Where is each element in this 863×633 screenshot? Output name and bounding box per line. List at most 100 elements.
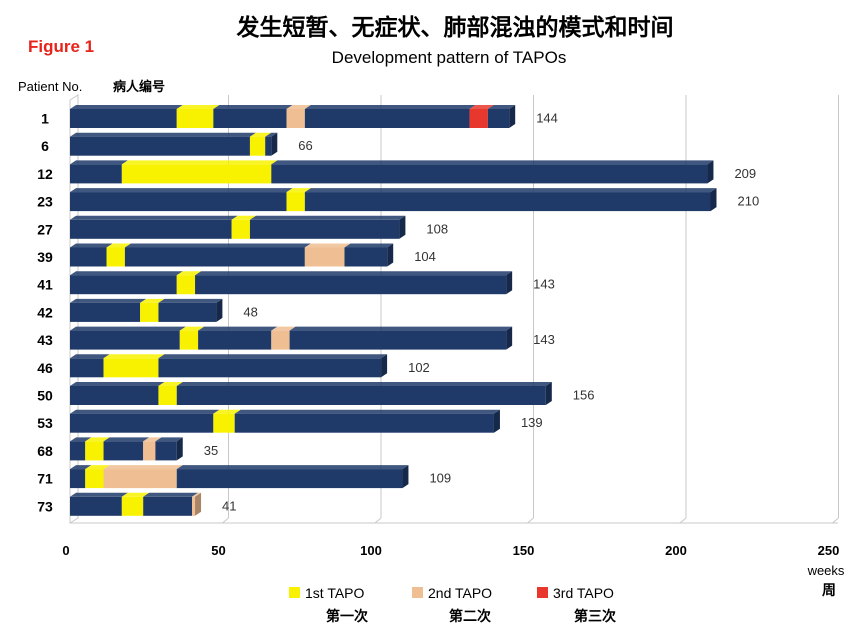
bar-segment-top-tapo2 bbox=[271, 326, 296, 331]
value-label: 66 bbox=[298, 138, 312, 153]
bar-segment-top-tapo2 bbox=[103, 465, 183, 470]
bar-end-cap bbox=[216, 298, 223, 322]
bar-patient-71: 71 109 bbox=[37, 465, 451, 489]
bar-segment-tapo1 bbox=[213, 413, 235, 433]
x-axis-label-cn: 周 bbox=[822, 583, 836, 599]
bar-segment-tapo1 bbox=[176, 109, 214, 128]
bar-segment-top-tapo1 bbox=[213, 409, 241, 414]
bar-segment-base bbox=[70, 164, 122, 184]
bar-segment-base bbox=[265, 136, 272, 156]
bar-segment-top-base bbox=[70, 492, 128, 497]
bar-segment-top-base bbox=[70, 132, 256, 137]
bar-segment-base bbox=[195, 275, 507, 295]
gridlines bbox=[222, 95, 839, 524]
value-label: 139 bbox=[521, 415, 543, 430]
bar-segment-tapo1 bbox=[140, 302, 159, 322]
bar-segment-top-base bbox=[158, 354, 388, 359]
bar-segment-tapo1 bbox=[286, 192, 305, 212]
patient-label: 12 bbox=[37, 166, 53, 182]
bar-segment-top-base bbox=[265, 132, 278, 137]
bar-segment-tapo1 bbox=[158, 386, 177, 405]
patient-label: 42 bbox=[37, 304, 53, 320]
bar-segment-top-base bbox=[70, 354, 110, 359]
legend: 1st TAPO 第一次 2nd TAPO 第二次 3rd TAPO 第三次 bbox=[289, 585, 616, 625]
legend-item-tapo2: 2nd TAPO 第二次 bbox=[412, 585, 492, 625]
bar-segment-tapo1 bbox=[176, 275, 196, 295]
bar-segment-top-tapo1 bbox=[106, 243, 131, 248]
bar-end-cap bbox=[710, 188, 717, 212]
bar-end-cap bbox=[509, 105, 516, 128]
x-tick-label: 250 bbox=[818, 543, 840, 558]
row-header: Patient No. bbox=[18, 79, 82, 94]
bar-segment-base bbox=[155, 441, 177, 461]
bar-segment-top-tapo2 bbox=[304, 243, 351, 248]
bar-patient-6: 6 66 bbox=[41, 132, 313, 156]
bar-patient-53: 53 139 bbox=[37, 409, 543, 433]
bar-end-cap bbox=[387, 243, 394, 267]
bar-patient-68: 68 35 bbox=[37, 437, 218, 461]
bar-segment-base bbox=[234, 413, 494, 433]
bar-segment-top-base bbox=[70, 105, 183, 109]
bar-end-cap bbox=[271, 132, 278, 156]
legend-swatch bbox=[412, 587, 423, 598]
bar-segment-base bbox=[176, 469, 403, 489]
bar-segment-top-tapo1 bbox=[158, 382, 183, 386]
value-label: 156 bbox=[573, 388, 595, 403]
bar-segment-base bbox=[103, 441, 144, 461]
value-label: 48 bbox=[243, 304, 257, 319]
patient-label: 27 bbox=[37, 221, 53, 237]
value-label: 209 bbox=[734, 166, 756, 181]
bar-segment-tapo1 bbox=[231, 219, 250, 239]
bar-segment-top-base bbox=[103, 437, 150, 442]
legend-swatch bbox=[289, 587, 300, 598]
bar-segment-base bbox=[70, 496, 122, 516]
bar-segment-top-tapo1 bbox=[121, 160, 278, 165]
bar-segment-top-tapo1 bbox=[231, 215, 256, 220]
legend-swatch bbox=[537, 587, 548, 598]
bar-segment-top-base bbox=[249, 215, 406, 220]
patient-label: 73 bbox=[37, 498, 53, 514]
x-tick-label: 150 bbox=[513, 543, 535, 558]
bar-patient-42: 42 48 bbox=[37, 298, 258, 322]
bar-segment-base bbox=[487, 109, 510, 128]
bar-segment-top-base bbox=[70, 465, 92, 470]
figure-label: Figure 1 bbox=[28, 37, 94, 56]
legend-label: 1st TAPO bbox=[305, 585, 365, 601]
bar-patient-43: 43 143 bbox=[37, 326, 555, 350]
value-label: 35 bbox=[204, 443, 218, 458]
bar-segment-base bbox=[289, 330, 507, 350]
bar-segment-top-tapo1 bbox=[179, 326, 205, 331]
bar-segment-base bbox=[70, 192, 287, 212]
bar-segment-top-base bbox=[70, 326, 186, 331]
bar-segment-tapo2 bbox=[103, 469, 177, 489]
bar-end-cap bbox=[381, 354, 388, 378]
bar-segment-top-tapo1 bbox=[176, 271, 202, 276]
bar-end-cap bbox=[506, 326, 513, 350]
x-tick-label: 200 bbox=[665, 543, 687, 558]
bar-segment-top-base bbox=[155, 437, 183, 442]
bar-segment-base bbox=[70, 302, 141, 322]
bar-segment-base bbox=[304, 109, 470, 128]
patient-label: 39 bbox=[37, 249, 53, 265]
legend-label: 2nd TAPO bbox=[428, 585, 492, 601]
bar-segment-top-base bbox=[143, 492, 198, 497]
bar-segment-base bbox=[70, 386, 159, 405]
bar-patient-12: 12 209 bbox=[37, 160, 756, 184]
bar-segment-top-tapo1 bbox=[176, 105, 220, 109]
bar-segment-tapo1 bbox=[121, 496, 144, 516]
bar-segment-base bbox=[304, 192, 711, 212]
bar-segment-base bbox=[70, 219, 232, 239]
legend-label-cn: 第一次 bbox=[326, 608, 368, 625]
bar-segment-tapo1 bbox=[121, 164, 272, 184]
bar-segment-top-tapo1 bbox=[140, 298, 165, 303]
value-label: 102 bbox=[408, 360, 430, 375]
bar-end-cap bbox=[195, 492, 202, 516]
bar-segment-base bbox=[213, 109, 287, 128]
chart-subtitle: Development pattern of TAPOs bbox=[332, 48, 567, 67]
bar-segment-tapo2 bbox=[271, 330, 290, 350]
bar-segment-top-base bbox=[176, 465, 409, 470]
bar-segment-top-base bbox=[70, 382, 165, 386]
bar-segment-base bbox=[158, 358, 382, 378]
bar-segment-top-base bbox=[70, 188, 293, 193]
